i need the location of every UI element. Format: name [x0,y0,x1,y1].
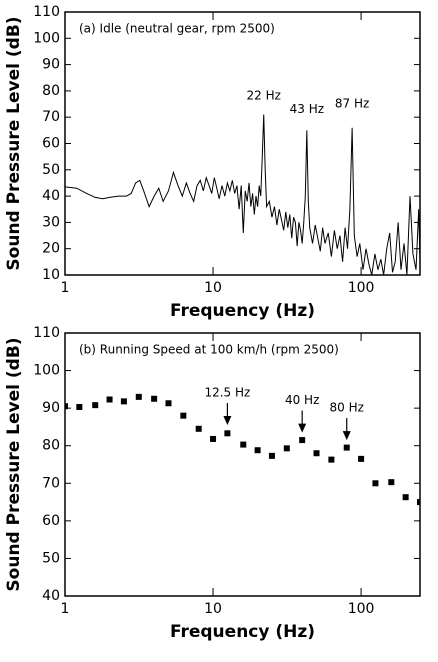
annotation: 80 Hz [330,401,364,415]
y-axis-label: Sound Pressure Level (dB) [4,16,24,270]
y-tick-label: 70 [42,109,60,125]
y-tick-label: 20 [42,241,60,257]
y-tick-label: 40 [42,188,60,204]
data-point [402,494,409,501]
y-tick-label: 10 [42,267,60,283]
x-tick-label: 1 [61,280,70,296]
data-point [240,441,247,448]
data-point [180,412,187,419]
x-tick-label: 10 [204,601,222,617]
data-point [372,480,379,487]
panel-title: (b) Running Speed at 100 km/h (rpm 2500) [79,343,339,357]
data-point [210,435,217,442]
x-axis-label: Frequency (Hz) [170,622,315,642]
y-tick-label: 110 [33,325,60,341]
data-point [65,403,68,410]
plot-frame [64,11,421,276]
y-tick-label: 90 [42,57,60,73]
y-tick-label: 60 [42,136,60,152]
data-point [120,398,127,405]
y-tick-label: 50 [42,162,60,178]
data-point [417,499,420,506]
x-tick-label: 1 [61,601,70,617]
y-tick-label: 80 [42,438,60,454]
y-tick-label: 40 [42,588,60,604]
panel-title: (a) Idle (neutral gear, rpm 2500) [79,22,275,36]
y-tick-label: 100 [33,30,60,46]
plot-frame [64,332,421,597]
data-point [283,445,290,452]
data-point [92,402,99,409]
x-tick-label: 10 [204,280,222,296]
y-tick-label: 100 [33,363,60,379]
data-point [151,395,158,402]
data-point [358,455,365,462]
annotation: 43 Hz [290,102,324,116]
data-point [224,430,231,437]
annotation: 40 Hz [285,393,319,407]
annotation: 87 Hz [335,97,369,111]
y-tick-label: 80 [42,83,60,99]
data-point [76,404,83,411]
data-point [106,396,113,403]
spectrum-line [65,114,420,275]
y-tick-label: 60 [42,513,60,529]
x-axis-label: Frequency (Hz) [170,301,315,321]
x-tick-label: 100 [348,601,375,617]
data-point [195,425,202,432]
data-point [299,437,306,444]
annotation: 22 Hz [247,89,281,103]
arrow-head [298,423,307,433]
data-point [313,450,320,457]
data-point [328,456,335,463]
y-axis-label: Sound Pressure Level (dB) [4,337,24,591]
arrow-head [342,431,351,441]
y-tick-label: 70 [42,475,60,491]
x-tick-label: 100 [348,280,375,296]
data-point [135,393,142,400]
data-point [388,479,395,486]
y-tick-label: 50 [42,550,60,566]
data-point [343,444,350,451]
y-tick-label: 30 [42,214,60,230]
annotation: 12.5 Hz [204,386,250,400]
arrow-head [223,416,232,426]
y-tick-label: 110 [33,4,60,20]
data-point [254,447,261,454]
data-point [268,452,275,459]
y-tick-label: 90 [42,400,60,416]
data-point [165,400,172,407]
